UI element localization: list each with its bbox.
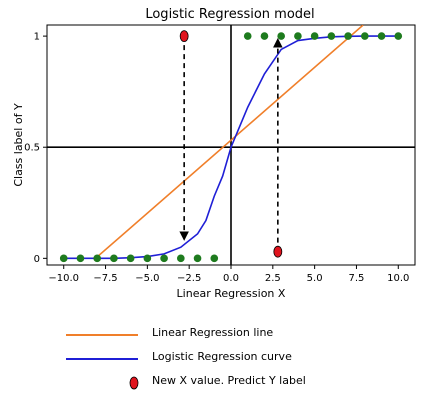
class-0-point: [210, 254, 219, 263]
legend: Linear Regression line Logistic Regressi…: [60, 322, 400, 394]
x-tick-label: 10.0: [387, 273, 409, 284]
reference-lines: [47, 25, 415, 265]
y-tick-label: 1: [34, 32, 40, 43]
chart: Logistic Regression model −10.0 −7.5 −5.0−…: [12, 7, 416, 300]
x-tick-label: −2.5: [177, 273, 201, 284]
class-1-point: [327, 32, 336, 40]
legend-item-linear: Linear Regression line: [60, 322, 400, 346]
class-0-point: [177, 254, 185, 263]
x-tick-label: −7.5: [93, 273, 117, 284]
class-0-point: [59, 254, 68, 263]
x-tick-label: −10.0: [48, 273, 79, 284]
class-0-point: [160, 254, 168, 263]
x-axis-title: Linear Regression X: [177, 287, 286, 300]
linear-regression-line: [94, 25, 364, 259]
series-layer: [63, 25, 399, 260]
class-1-point: [377, 32, 386, 40]
class-1-point: [394, 32, 403, 40]
class-0-point: [110, 254, 118, 263]
class-0-point: [193, 254, 202, 263]
class-1-point: [344, 32, 352, 40]
x-tick-label: −5.0: [135, 273, 159, 284]
legend-swatch-linear: [66, 334, 138, 336]
class-1-point: [294, 32, 302, 40]
y-tick-label: 0: [34, 254, 40, 265]
class-0-point: [126, 254, 135, 263]
class-1-point: [361, 32, 369, 40]
legend-label-logistic: Logistic Regression curve: [152, 350, 292, 363]
y-axis-ticks: 00.51: [24, 32, 47, 265]
points-layer: [59, 30, 403, 263]
class-0-point: [143, 254, 152, 263]
x-tick-label: 2.5: [265, 273, 281, 284]
logistic-regression-curve: [63, 35, 399, 260]
class-1-point: [243, 32, 252, 40]
legend-item-new-point: New X value. Predict Y label: [60, 370, 400, 394]
new-x-point: [273, 245, 283, 258]
prediction-arrows: [179, 36, 283, 252]
y-axis-title: Class label of Y: [12, 103, 25, 187]
class-1-point: [260, 32, 269, 40]
x-tick-label: 0.0: [223, 273, 239, 284]
x-tick-label: 7.5: [349, 273, 365, 284]
legend-label-linear: Linear Regression line: [152, 326, 274, 339]
new-x-point: [179, 30, 189, 43]
x-axis-ticks: −10.0 −7.5 −5.0 −2.5 0.0 2.5 5.0 7.5 10.0: [48, 265, 409, 284]
x-tick-label: 5.0: [307, 273, 323, 284]
class-1-point: [277, 32, 285, 40]
chart-title: Logistic Regression model: [145, 7, 314, 22]
legend-item-logistic: Logistic Regression curve: [60, 346, 400, 370]
y-tick-label: 0.5: [24, 143, 40, 154]
class-0-point: [93, 254, 101, 263]
class-1-point: [310, 32, 319, 40]
legend-swatch-new-point: [129, 376, 139, 390]
legend-label-new-point: New X value. Predict Y label: [152, 374, 306, 387]
class-0-point: [76, 254, 85, 263]
legend-swatch-logistic: [66, 358, 138, 360]
